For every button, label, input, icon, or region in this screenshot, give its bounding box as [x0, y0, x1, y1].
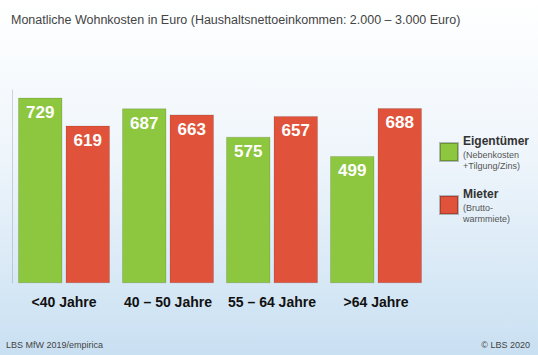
- svg-text:>64 Jahre: >64 Jahre: [344, 294, 409, 310]
- svg-text:55 – 64 Jahre: 55 – 64 Jahre: [228, 294, 316, 310]
- svg-text:40 – 50 Jahre: 40 – 50 Jahre: [124, 294, 212, 310]
- svg-text:619: 619: [74, 131, 102, 150]
- svg-text:729: 729: [26, 103, 54, 122]
- svg-text:Mieter: Mieter: [463, 187, 499, 201]
- svg-text:499: 499: [338, 161, 366, 180]
- svg-text:© LBS 2020: © LBS 2020: [481, 340, 530, 350]
- svg-text:687: 687: [130, 114, 158, 133]
- svg-text:(Nebenkosten: (Nebenkosten: [463, 150, 519, 160]
- svg-text:(Brutto-: (Brutto-: [463, 203, 493, 213]
- svg-text:<40 Jahre: <40 Jahre: [32, 294, 97, 310]
- svg-text:657: 657: [282, 121, 310, 140]
- svg-text:575: 575: [234, 142, 262, 161]
- svg-text:LBS MfW 2019/empirica: LBS MfW 2019/empirica: [6, 340, 103, 350]
- svg-text:Eigentümer: Eigentümer: [463, 134, 529, 148]
- svg-text:663: 663: [178, 120, 206, 139]
- svg-text:+Tilgung/Zins): +Tilgung/Zins): [463, 161, 520, 171]
- svg-text:Monatliche Wohnkosten in Euro: Monatliche Wohnkosten in Euro (Haushalts…: [11, 13, 460, 27]
- svg-text:688: 688: [386, 113, 414, 132]
- svg-text:warmmiete): warmmiete): [462, 214, 510, 224]
